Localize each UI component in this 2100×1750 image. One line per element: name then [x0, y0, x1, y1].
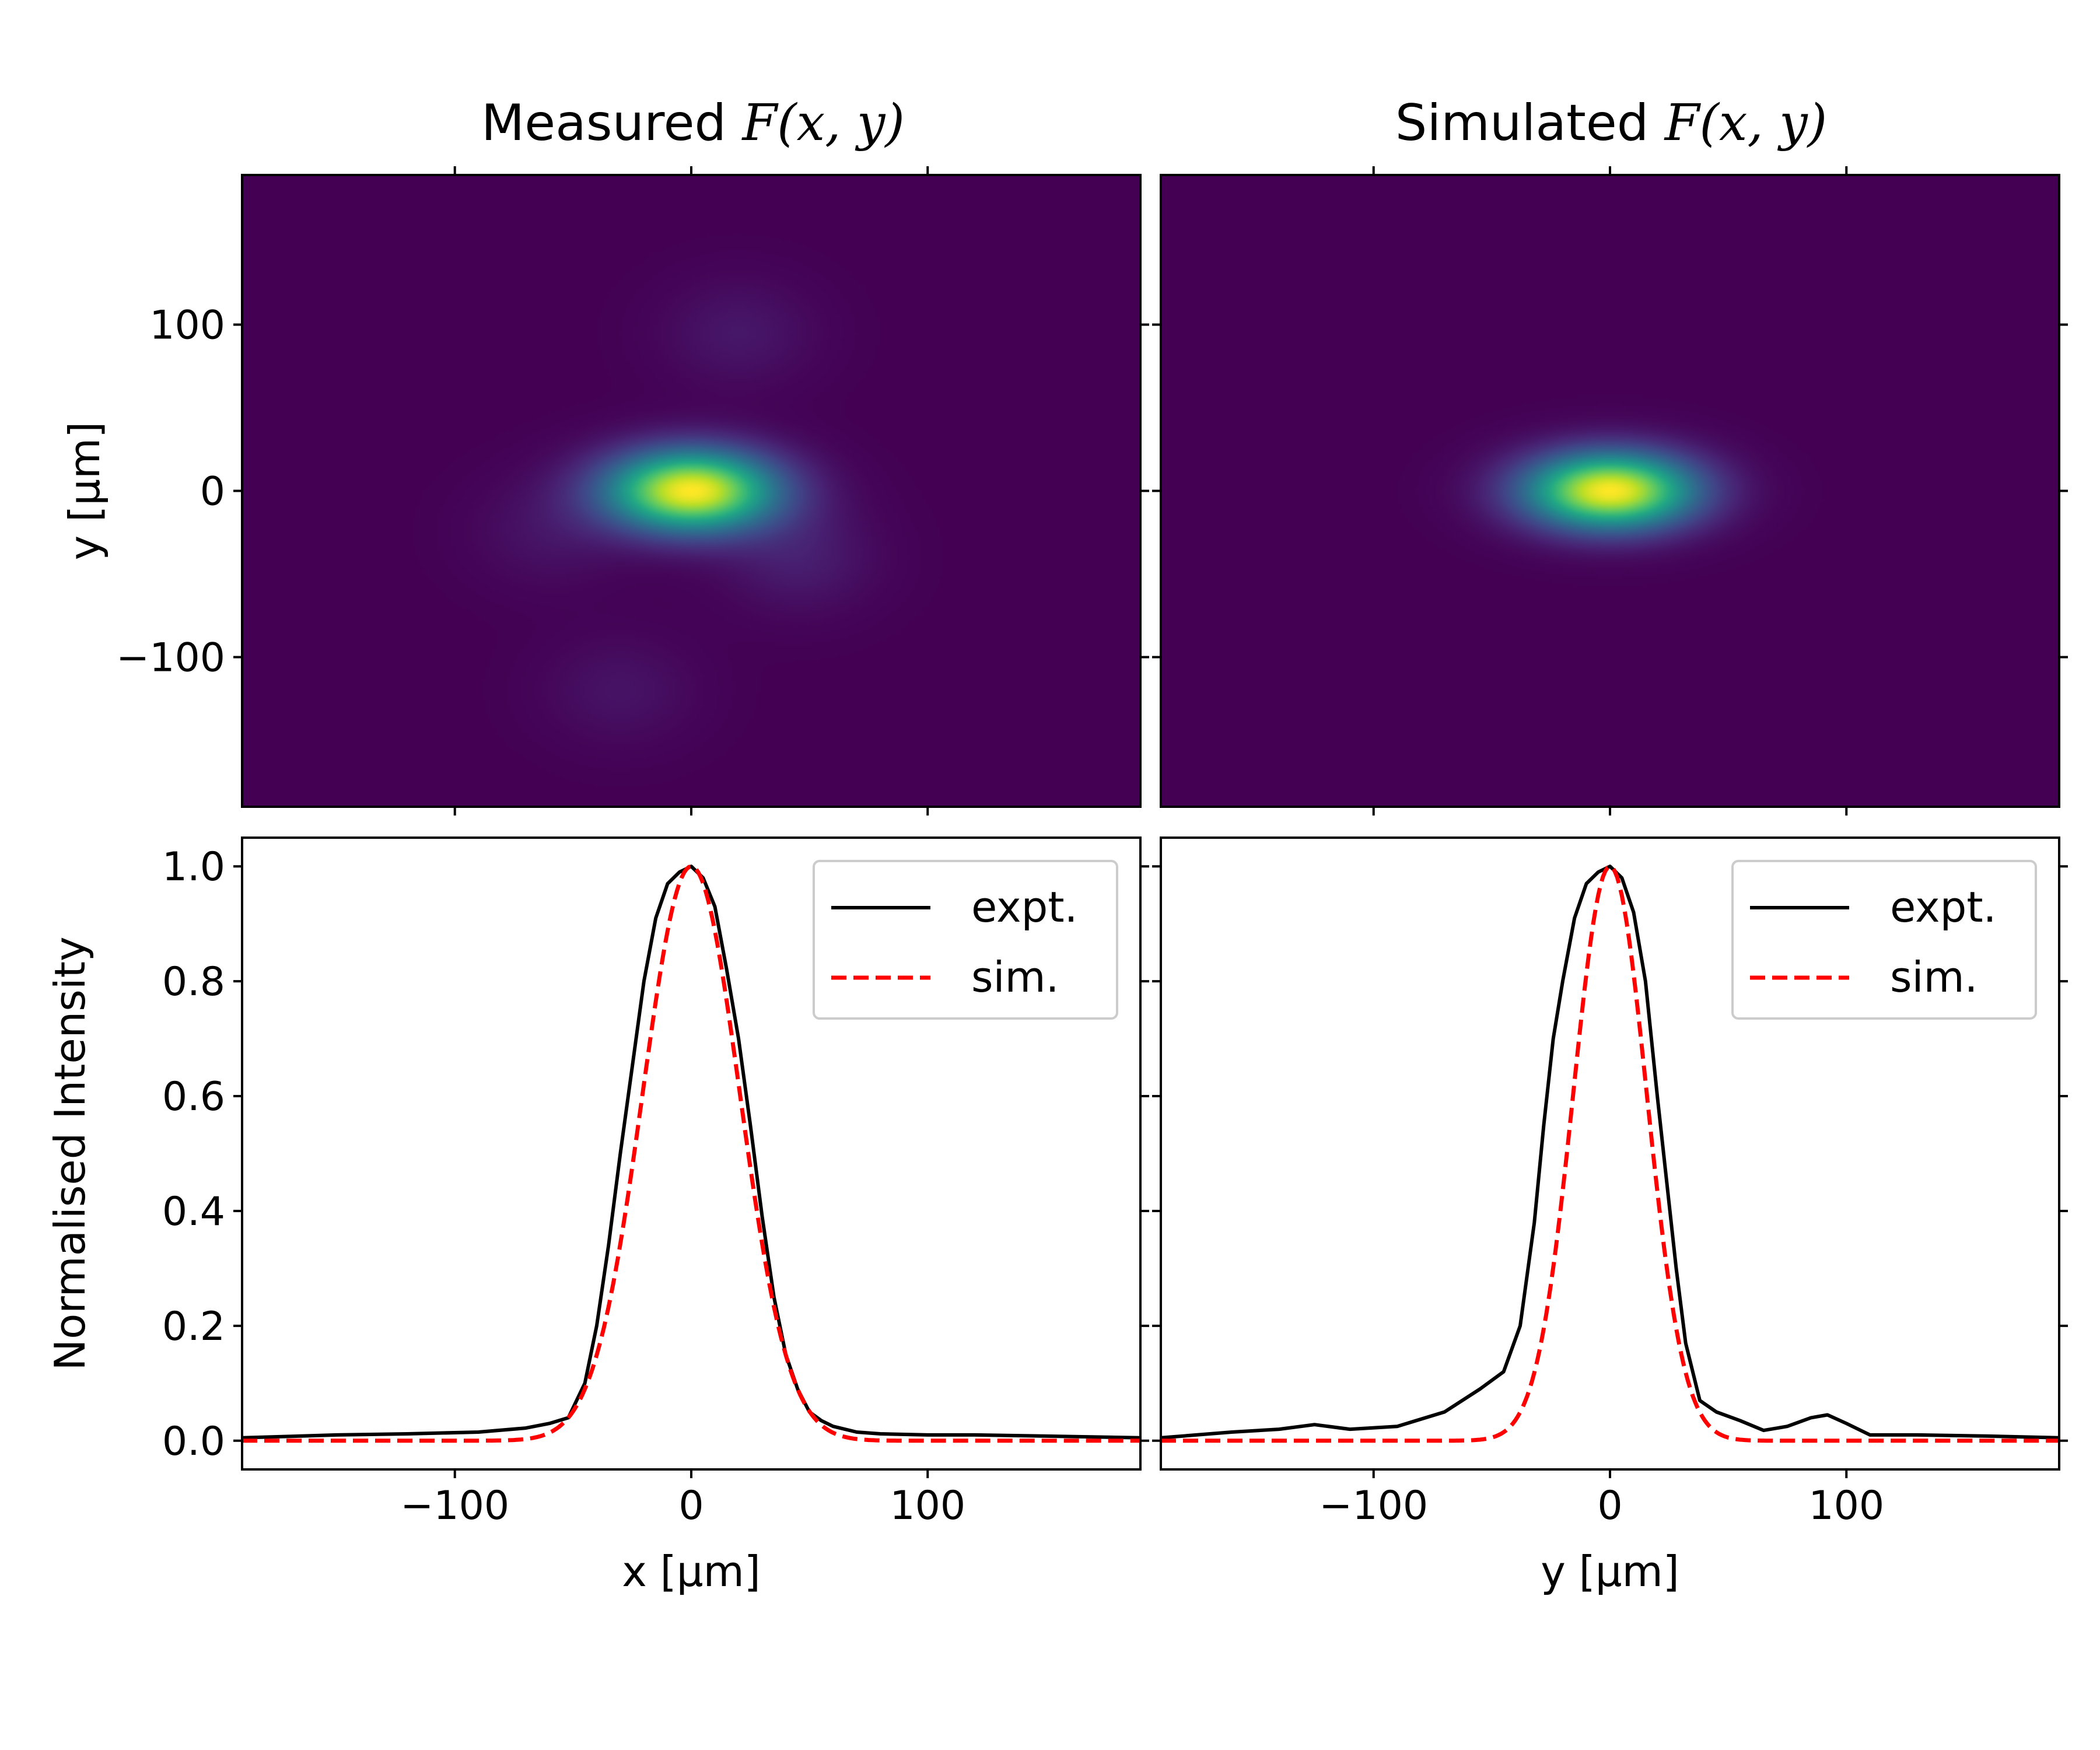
x-tick-label: 100	[890, 1483, 965, 1529]
y-tick-label: 0.4	[162, 1189, 225, 1235]
x-tick-label: 0	[678, 1483, 704, 1529]
x-tick-label: −100	[400, 1483, 509, 1529]
x-axis-label: x [μm]	[622, 1547, 761, 1596]
axes-frame	[1160, 174, 2060, 808]
axes-frame	[241, 174, 1142, 808]
y-tick-label: 0.8	[162, 959, 225, 1005]
simulated-heatmap-panel	[1152, 166, 2068, 816]
axes-frame	[241, 836, 1142, 1471]
y-tick-label: 1.0	[162, 844, 225, 890]
y-profile-panel: −100 0 100 y [μm] expt. sim.	[1152, 836, 2068, 1596]
y-axis-label: Normalised Intensity	[46, 936, 94, 1370]
x-tick-label: 0	[1597, 1483, 1622, 1529]
y-tick-label: 0.0	[162, 1419, 225, 1465]
x-profile-panel: −100 0 100 0.0 0.2 0.4 0.6 0.8 1.0 x [μm] Normalis…	[46, 836, 1149, 1596]
measured-heatmap-axes: 100 0 −100 y [μm]	[60, 166, 1149, 816]
x-tick-label: 100	[1808, 1483, 1884, 1529]
y-tick-label: 0.2	[162, 1304, 225, 1350]
series-expt-line	[1161, 864, 2059, 1440]
y-tick-label: 0	[200, 469, 225, 515]
y-axis-label: y [μm]	[60, 422, 109, 561]
y-tick-label: −100	[116, 635, 225, 681]
legend-label: sim.	[971, 953, 1059, 1002]
legend-label: expt.	[1890, 883, 1996, 932]
x-tick-label: −100	[1319, 1483, 1428, 1529]
measured-heatmap-panel: 100 0 −100 y [μm]	[60, 166, 1149, 816]
simulated-title: Simulated F(x, y)	[1395, 94, 1827, 152]
simulated-heatmap-image	[1161, 175, 2059, 807]
legend-label: sim.	[1890, 953, 1978, 1002]
y-tick-label: 0.6	[162, 1074, 225, 1120]
simulated-heatmap-axes	[1152, 166, 2068, 816]
x-axis-label: y [μm]	[1541, 1547, 1679, 1596]
measured-heatmap-image	[242, 175, 1140, 807]
axes-frame	[1160, 836, 2060, 1471]
y-tick-label: 100	[149, 303, 225, 349]
measured-title: Measured F(x, y)	[481, 94, 905, 152]
legend-label: expt.	[971, 883, 1077, 932]
